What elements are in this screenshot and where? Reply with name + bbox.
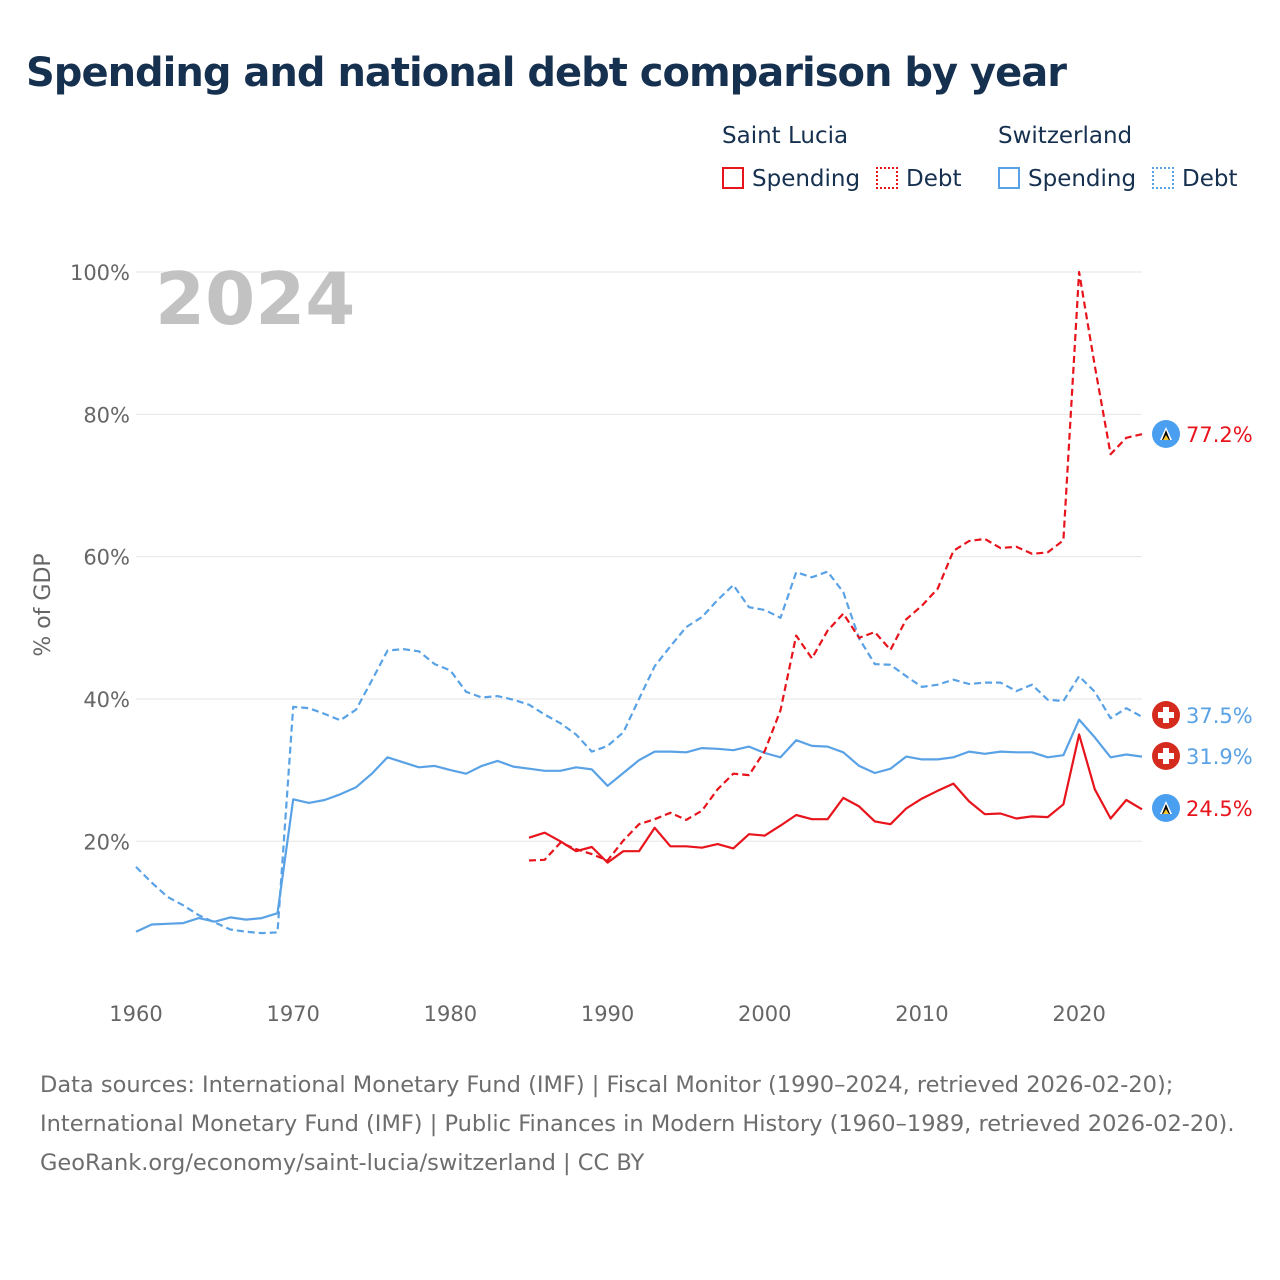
saint-lucia-flag-icon [1152,794,1180,822]
end-label: 24.5% [1152,794,1253,822]
legend-swatch-solid [722,167,744,189]
y-tick-label: 20% [83,830,130,854]
legend-item-switzerland-spending[interactable]: Spending [998,166,1136,192]
source-note: Data sources: International Monetary Fun… [40,1066,1240,1183]
legend-item-switzerland-debt[interactable]: Debt [1152,166,1237,192]
y-tick-label: 100% [70,261,130,285]
legend-swatch-solid [998,167,1020,189]
y-tick-label: 40% [83,688,130,712]
grid-lines [136,271,1142,842]
end-label: 77.2% [1152,420,1253,448]
page-title: Spending and national debt comparison by… [26,50,1067,96]
y-axis-label: % of GDP [31,553,56,656]
y-axis-ticks: 20% 40% 60% 80% 100% [70,261,130,854]
end-label-value: 77.2% [1186,423,1253,447]
legend-item-label: Spending [752,166,861,192]
y-tick-label: 60% [83,546,130,570]
source-text: Data sources: International Monetary Fun… [40,1072,1235,1137]
series-line-switzerland-spending[interactable] [135,718,1143,933]
end-label-value: 31.9% [1186,745,1253,769]
x-tick-label: 2020 [1052,1002,1105,1026]
series-line-saint-lucia-spending[interactable] [528,733,1143,864]
legend-swatch-dotted [1152,167,1174,189]
legend-item-saint-lucia-debt[interactable]: Debt [876,166,961,192]
end-label-value: 37.5% [1186,704,1253,728]
end-label: 37.5% [1152,701,1253,729]
x-tick-label: 2000 [738,1002,791,1026]
legend-item-label: Spending [1028,166,1137,192]
end-label: 31.9% [1152,742,1253,770]
x-tick-label: 1960 [109,1002,162,1026]
switzerland-flag-icon [1152,742,1180,770]
x-tick-label: 1990 [581,1002,634,1026]
legend-item-label: Debt [1182,166,1238,192]
switzerland-flag-icon [1152,701,1180,729]
legend-country-label: Saint Lucia [722,123,849,149]
year-watermark: 2024 [155,257,355,341]
chart-legend: Saint Lucia Spending Debt Switzerland Sp… [722,123,1262,203]
line-chart: 2024 % of GDP 20%40%60%80%100% 1960 1970 1… [31,257,1253,1026]
legend-swatch-dotted [876,167,898,189]
end-labels: 77.2% 37.5% 31.9% 24.5% [1152,420,1253,822]
legend-country-label: Switzerland [998,123,1133,149]
series-lines [135,270,1143,935]
y-tick-label: 80% [83,403,130,427]
source-link[interactable]: GeoRank.org/economy/saint-lucia/switzerl… [40,1150,645,1176]
x-tick-label: 1980 [424,1002,477,1026]
series-line-switzerland-debt[interactable] [135,570,1143,935]
end-label-value: 24.5% [1186,797,1253,821]
x-tick-label: 2010 [895,1002,948,1026]
saint-lucia-flag-icon [1152,420,1180,448]
series-line-saint-lucia-debt[interactable] [528,270,1143,862]
x-axis-ticks: 1960 1970 1980 1990 2000 2010 2020 [109,1002,1106,1026]
legend-item-label: Debt [906,166,962,192]
x-tick-label: 1970 [266,1002,319,1026]
legend-item-saint-lucia-spending[interactable]: Spending [722,166,860,192]
